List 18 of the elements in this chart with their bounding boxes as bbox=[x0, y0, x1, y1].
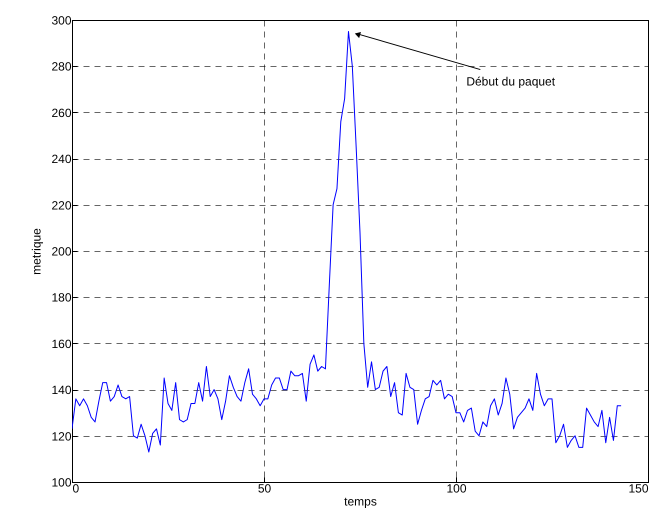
y-tick-label: 140 bbox=[51, 383, 72, 398]
x-tick-label: 50 bbox=[258, 482, 272, 496]
y-tick-label: 120 bbox=[51, 429, 72, 444]
x-axis-title: temps bbox=[344, 494, 377, 508]
y-tick-label: 240 bbox=[51, 152, 72, 166]
y-axis-title: metrique bbox=[29, 228, 44, 275]
y-tick-label: 220 bbox=[51, 198, 72, 212]
annotation: Début du paquet bbox=[466, 74, 556, 89]
y-tick-label: 160 bbox=[51, 336, 72, 351]
x-tick-label: 100 bbox=[446, 482, 467, 496]
y-tick-label: 300 bbox=[51, 14, 72, 28]
line-series bbox=[72, 31, 622, 452]
y-tick-label: 280 bbox=[51, 60, 72, 74]
y-tick-label: 180 bbox=[51, 290, 72, 305]
y-tick-label: 260 bbox=[51, 106, 72, 120]
y-tick-label: 200 bbox=[51, 244, 72, 258]
x-tick-label: 150 bbox=[628, 482, 649, 496]
x-tick-label: 0 bbox=[72, 482, 80, 496]
